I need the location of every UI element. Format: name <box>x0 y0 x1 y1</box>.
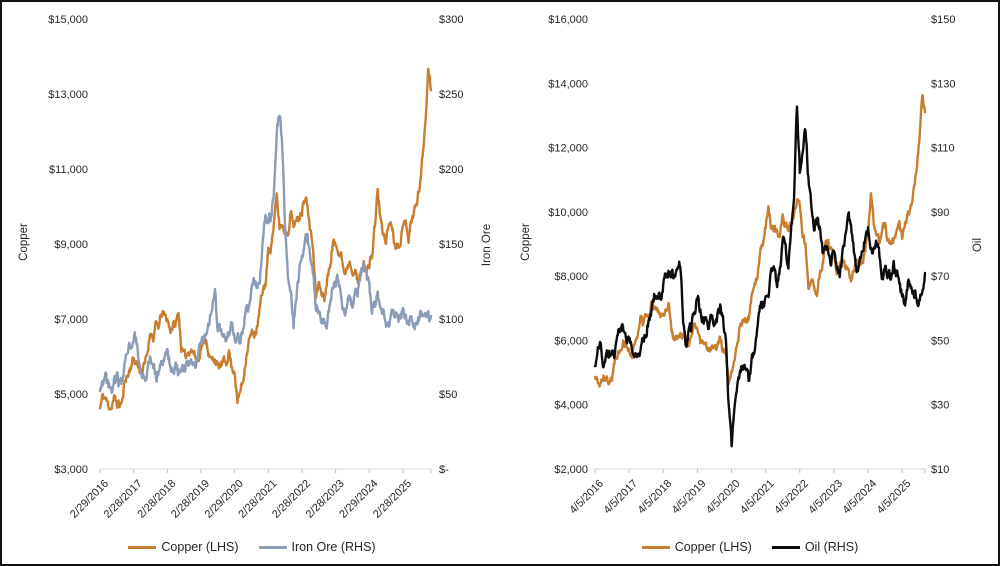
legend-label: Copper (LHS) <box>674 540 752 554</box>
left-y-tick-label: $3,000 <box>54 464 88 476</box>
x-axis-tick-label: 4/5/2021 <box>738 478 777 517</box>
left-y-tick-label: $8,000 <box>554 271 588 283</box>
right-y-tick-label: $30 <box>931 400 949 412</box>
right-y-tick-label: $50 <box>931 335 949 347</box>
left-y-tick-label: $16,000 <box>548 14 588 26</box>
left-y-tick-label: $9,000 <box>54 239 88 251</box>
series-line-iron-ore-rhs <box>98 114 433 395</box>
series-line-copper-lhs <box>98 67 433 411</box>
legend: Copper (LHS) Iron Ore (RHS) <box>2 540 502 554</box>
left-y-axis-title: Copper <box>18 223 30 261</box>
x-axis-tick-label: 4/5/2017 <box>601 478 640 517</box>
left-y-tick-label: $5,000 <box>54 389 88 401</box>
legend-label: Iron Ore (RHS) <box>291 540 376 554</box>
legend-item-copper: Copper (LHS) <box>128 540 239 554</box>
right-y-tick-label: $- <box>439 464 449 476</box>
series-line-oil-rhs <box>593 105 927 448</box>
right-y-tick-label: $100 <box>439 314 463 326</box>
copper-iron-ore-plot: 2/29/20162/28/20172/28/20182/28/20192/29… <box>48 14 463 521</box>
right-y-tick-label: $250 <box>439 89 463 101</box>
left-y-tick-label: $2,000 <box>554 464 588 476</box>
left-y-tick-label: $14,000 <box>548 78 588 90</box>
legend: Copper (LHS) Oil (RHS) <box>500 540 998 554</box>
x-axis-tick-label: 4/5/2016 <box>567 478 606 517</box>
left-y-tick-label: $11,000 <box>49 164 88 176</box>
right-y-tick-label: $110 <box>931 143 955 155</box>
right-y-axis-title: Oil <box>972 237 984 253</box>
chart-copper-oil: 4/5/2016 4/5/2017 4/5/2018 4/5/2019 4/5/2020… <box>500 2 998 564</box>
right-y-axis-title: Iron Ore <box>481 223 493 267</box>
x-axis-tick-label: 4/5/2018 <box>636 478 675 517</box>
oil-line-swatch <box>771 545 800 549</box>
right-y-tick-label: $300 <box>439 14 463 26</box>
right-y-tick-label: $130 <box>931 78 955 90</box>
iron-ore-line-swatch <box>258 545 287 549</box>
left-y-tick-label: $13,000 <box>48 89 88 101</box>
right-y-tick-label: $200 <box>439 164 463 176</box>
right-y-tick-label: $90 <box>931 207 949 219</box>
x-axis-tick-label: 4/5/2022 <box>772 478 811 517</box>
legend-label: Copper (LHS) <box>161 540 239 554</box>
left-y-tick-label: $7,000 <box>54 314 88 326</box>
left-y-tick-label: $6,000 <box>554 335 588 347</box>
left-y-axis-title: Copper <box>520 223 532 261</box>
copper-oil-plot: 4/5/20164/5/20174/5/20184/5/20194/5/2020… <box>548 14 955 517</box>
chart-copper-iron-ore: 2/29/2016 2/28/2017 2/28/2018 2/28/2019 2/29… <box>2 2 502 564</box>
right-y-tick-label: $150 <box>931 14 955 26</box>
left-y-tick-label: $15,000 <box>48 14 88 26</box>
right-y-tick-label: $70 <box>931 271 949 283</box>
legend-item-copper: Copper (LHS) <box>641 540 752 554</box>
copper-line-swatch <box>128 545 157 549</box>
legend-item-iron-ore: Iron Ore (RHS) <box>258 540 376 554</box>
x-axis-tick-label: 4/5/2019 <box>670 478 709 517</box>
x-axis-tick-label: 4/5/2020 <box>704 478 743 517</box>
legend-label: Oil (RHS) <box>804 540 859 554</box>
left-y-tick-label: $4,000 <box>554 400 588 412</box>
x-axis-tick-label: 4/5/2024 <box>840 478 879 517</box>
right-y-tick-label: $150 <box>439 239 463 251</box>
x-axis-tick-label: 4/5/2023 <box>806 478 845 517</box>
x-axis-tick-label: 4/5/2025 <box>875 478 914 517</box>
right-y-tick-label: $50 <box>439 389 457 401</box>
left-y-tick-label: $10,000 <box>548 207 588 219</box>
legend-item-oil: Oil (RHS) <box>771 540 859 554</box>
right-y-tick-label: $10 <box>931 464 949 476</box>
copper-line-swatch <box>641 545 670 549</box>
left-y-tick-label: $12,000 <box>548 143 588 155</box>
